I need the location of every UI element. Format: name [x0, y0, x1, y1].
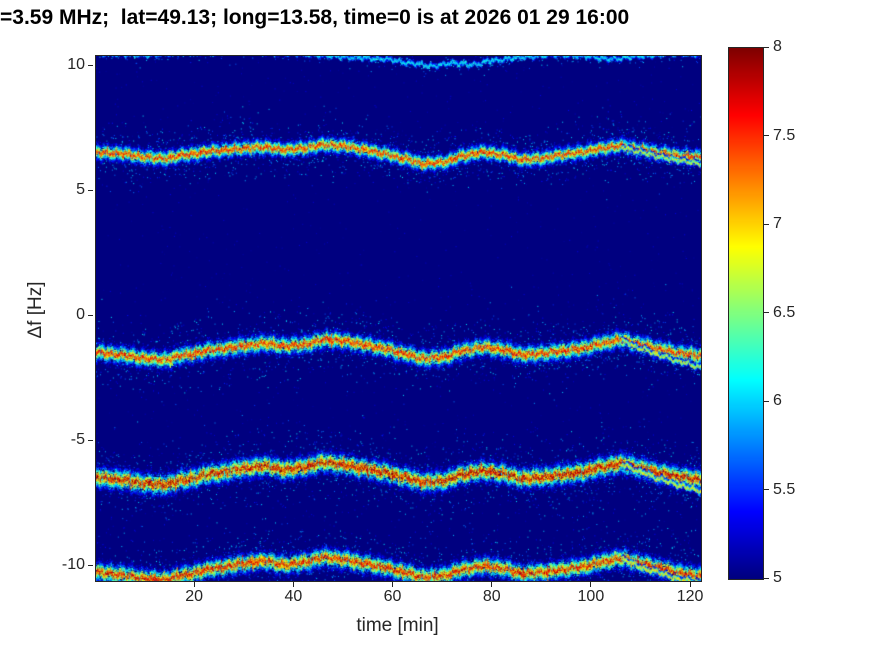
colorbar-tick-label: 5 [773, 569, 782, 586]
x-tick-label: 20 [185, 588, 204, 605]
spectrogram-plot [95, 55, 702, 582]
y-tick-label: -5 [70, 431, 85, 448]
colorbar [728, 47, 764, 580]
x-tick-label: 60 [383, 588, 402, 605]
y-tick-mark [88, 439, 93, 441]
x-axis-label: time [min] [356, 615, 439, 636]
colorbar-tick-mark [764, 135, 769, 136]
x-tick-mark [689, 582, 691, 587]
x-tick-mark [590, 582, 592, 587]
x-tick-label: 120 [676, 588, 704, 605]
colorbar-tick-mark [764, 489, 769, 490]
x-tick-label: 100 [577, 588, 605, 605]
x-tick-mark [392, 582, 394, 587]
y-tick-label: 0 [76, 306, 85, 323]
y-tick-mark [88, 314, 93, 316]
colorbar-tick-mark [764, 312, 769, 313]
y-tick-label: -10 [61, 556, 85, 573]
y-tick-mark [88, 189, 93, 191]
colorbar-tick-mark [764, 400, 769, 402]
colorbar-tick-label: 6.5 [773, 303, 796, 321]
x-tick-mark [193, 582, 195, 587]
colorbar-tick-label: 8 [773, 38, 782, 55]
y-tick-label: 5 [76, 181, 85, 198]
colorbar-tick-label: 7.5 [773, 126, 796, 144]
chart-title: =3.59 MHz; lat=49.13; long=13.58, time=0… [0, 6, 630, 29]
x-tick-mark [292, 582, 294, 587]
colorbar-tick-label: 5.5 [773, 480, 796, 498]
colorbar-tick-label: 7 [773, 215, 782, 232]
x-tick-label: 80 [482, 588, 501, 605]
colorbar-tick-label: 6 [773, 392, 782, 409]
x-tick-label: 40 [284, 588, 303, 605]
y-tick-mark [88, 64, 93, 66]
colorbar-tick-mark [764, 577, 769, 579]
x-tick-mark [491, 582, 493, 587]
y-tick-label: 10 [67, 56, 85, 73]
colorbar-tick-mark [764, 46, 769, 48]
y-tick-mark [88, 564, 93, 566]
colorbar-tick-mark [764, 223, 769, 225]
